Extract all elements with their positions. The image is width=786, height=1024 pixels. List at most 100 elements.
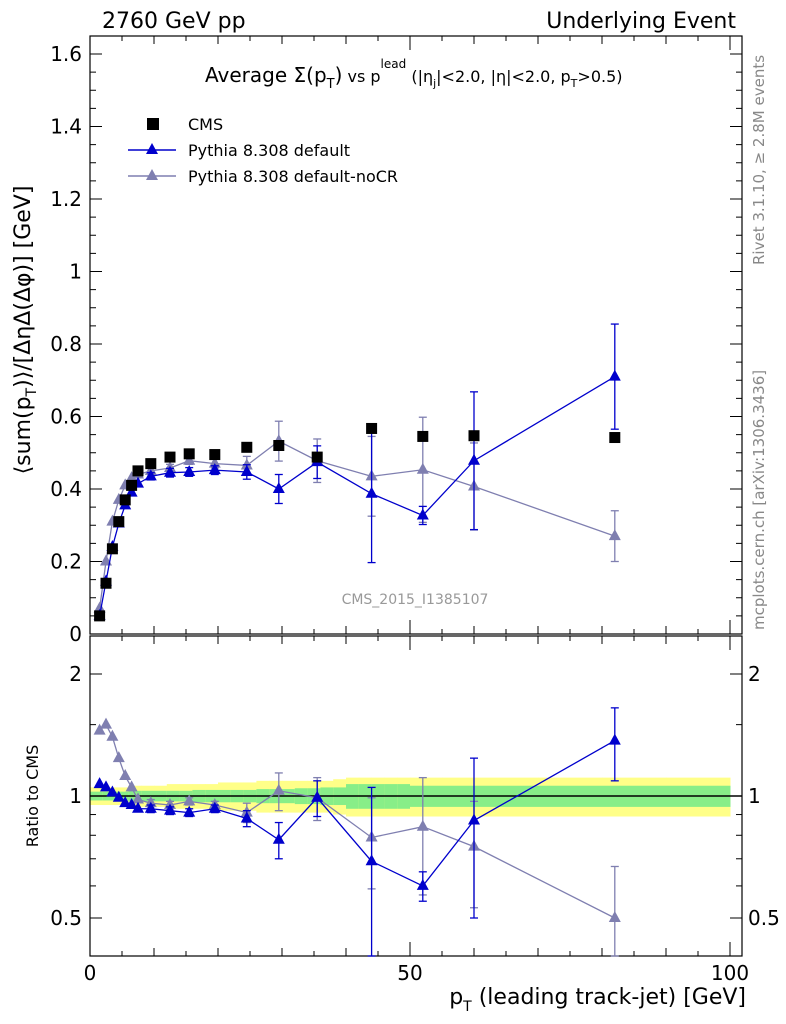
ratio-y-tick-label: 0.5 <box>50 906 82 930</box>
mcplots-label: mcplots.cern.ch [arXiv:1306.3436] <box>750 370 768 630</box>
ratio-nocr-point <box>100 717 112 729</box>
main-plot: 0 0.2 0.4 0.6 0.8 1 1.2 1.4 1.6 <box>50 35 743 646</box>
cms-point <box>113 516 125 528</box>
cms-point <box>241 441 253 453</box>
nocr-point <box>125 471 138 483</box>
ratio-plot: 0 50 100 0.5 0.5 1 1 2 2 <box>50 635 780 985</box>
ratio-default-point <box>112 790 125 802</box>
nocr-line <box>98 440 616 609</box>
cms-point <box>366 422 378 434</box>
x-tick-label: 0 <box>84 961 97 985</box>
y-tick-label: 0 <box>69 622 82 646</box>
ratio-default-point <box>125 798 138 810</box>
ratio-y-tick-label-right: 0.5 <box>748 906 780 930</box>
ratio-default-point <box>208 801 221 813</box>
default-point <box>608 369 621 381</box>
legend-label-default: Pythia 8.308 default <box>188 141 350 160</box>
nocr-point <box>608 529 621 541</box>
ratio-nocr-point <box>416 819 429 831</box>
nocr-point <box>240 458 253 470</box>
ratio-default-point <box>93 777 106 789</box>
cms-point <box>273 440 285 451</box>
cms-point <box>183 448 195 460</box>
default-point <box>164 465 176 477</box>
ratio-default-point <box>311 790 324 802</box>
chart-title: Average Σ(pT) vs plead (|ηj|<2.0, |η|<2.… <box>205 57 623 92</box>
main-frame <box>89 35 743 635</box>
ratio-y-tick-label: 2 <box>69 662 82 686</box>
ratio-default-point <box>164 803 176 815</box>
default-point <box>365 486 378 498</box>
cms-point <box>126 479 138 491</box>
x-axis-label: pT (leading track-jet) [GeV] <box>449 985 746 1015</box>
analysis-watermark: CMS_2015_I1385107 <box>342 592 489 608</box>
ratio-default-point <box>240 811 253 823</box>
y-tick-label: 0.8 <box>50 332 82 356</box>
default-point <box>272 482 285 493</box>
ratio-y-tick-label-right: 1 <box>748 784 761 808</box>
cms-point <box>609 432 621 444</box>
cms-point <box>100 577 112 589</box>
default-point <box>468 453 480 465</box>
y-tick-label: 1.6 <box>50 42 82 66</box>
ratio-nocr-point <box>93 723 106 735</box>
rivet-label: Rivet 3.1.10, ≥ 2.8M events <box>750 55 768 265</box>
cms-point <box>417 430 429 442</box>
header-right: Underlying Event <box>546 9 736 34</box>
ratio-default-point <box>132 801 144 813</box>
nocr-point <box>416 462 429 474</box>
ratio-nocr-point <box>112 751 125 763</box>
ratio-nocr-line <box>99 723 616 919</box>
ratio-default-point <box>106 785 119 797</box>
nocr-point <box>208 456 221 468</box>
default-point <box>144 469 157 481</box>
header-left: 2760 GeV pp <box>102 9 246 34</box>
ratio-y-tick-label: 1 <box>69 784 82 808</box>
ratio-y-axis-label: Ratio to CMS <box>23 745 42 847</box>
default-point <box>125 485 138 497</box>
ratio-default-point <box>416 878 429 890</box>
y-tick-label: 1.4 <box>50 115 82 139</box>
default-point <box>183 464 196 476</box>
ratio-y-tick-label-right: 2 <box>748 662 761 686</box>
legend-marker-cms <box>147 118 159 130</box>
y-tick-label: 0.2 <box>50 550 82 574</box>
ratio-nocr-point <box>106 729 119 741</box>
legend-label-cms: CMS <box>188 115 223 134</box>
cms-point <box>106 543 118 555</box>
cms-point <box>164 451 176 463</box>
ratio-nocr-point <box>119 769 132 781</box>
default-line <box>98 376 616 616</box>
x-tick-label: 50 <box>397 961 422 985</box>
default-point <box>416 508 429 520</box>
legend-marker-default <box>146 143 158 154</box>
ratio-default-point <box>144 801 157 813</box>
cms-point <box>119 494 131 506</box>
y-tick-label: 0.4 <box>50 477 82 501</box>
x-tick-label: 100 <box>711 961 749 985</box>
ratio-default-point <box>468 813 480 825</box>
ratio-nocr-point <box>608 911 621 922</box>
ratio-default-point <box>365 854 378 866</box>
cms-point <box>209 449 221 461</box>
ratio-nocr-point <box>183 794 196 806</box>
y-tick-label: 0.6 <box>50 405 82 429</box>
ratio-default-point <box>183 805 196 817</box>
y-tick-label: 1.2 <box>50 187 82 211</box>
ratio-nocr-point <box>125 780 138 792</box>
ratio-nocr-point <box>272 783 285 795</box>
cms-point <box>145 458 157 470</box>
nocr-point <box>93 601 106 613</box>
legend: CMS Pythia 8.308 default Pythia 8.308 de… <box>128 115 398 186</box>
legend-label-nocr: Pythia 8.308 default-noCR <box>188 167 398 186</box>
cms-point <box>468 430 480 442</box>
cms-point <box>132 465 144 477</box>
ratio-default-point <box>272 832 285 844</box>
default-point <box>208 463 221 475</box>
default-point <box>240 464 253 476</box>
ratio-default-point <box>100 780 112 792</box>
ratio-nocr-point <box>132 792 144 804</box>
ratio-default-point <box>608 733 621 745</box>
y-axis-label: ⟨sum(pT)⟩/[ΔηΔ(Δφ)] [GeV] <box>11 186 40 475</box>
cms-point <box>311 451 323 463</box>
